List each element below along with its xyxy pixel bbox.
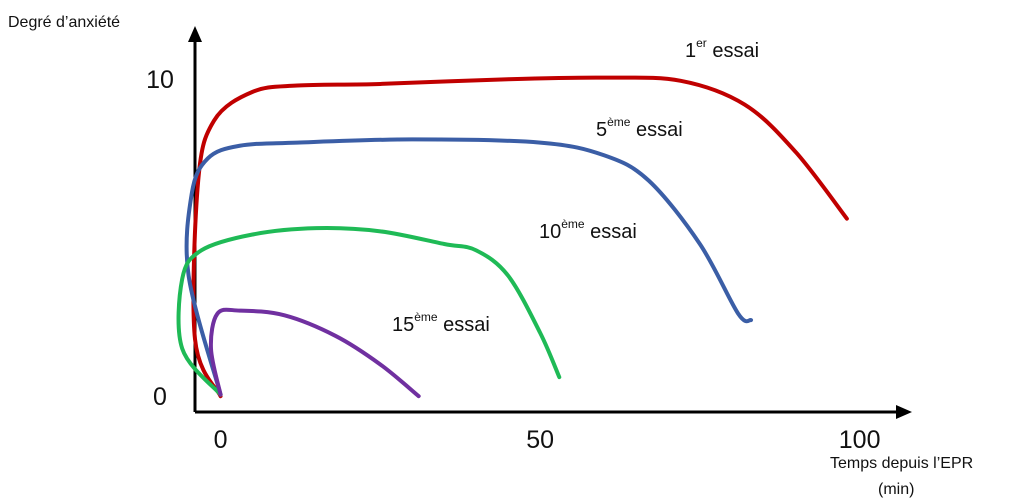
x-axis-title-line2: (min) <box>878 481 914 498</box>
series-label-main: 10 <box>539 221 561 243</box>
series-line-3 <box>176 226 562 397</box>
series-label-rest: essai <box>707 40 759 62</box>
series-line-1 <box>191 75 849 399</box>
series-label-2: 5ème essai <box>596 115 683 141</box>
y-tick-label: 10 <box>146 66 174 94</box>
series-label-superscript: er <box>696 36 707 50</box>
series-label-3: 10ème essai <box>539 217 637 243</box>
x-tick-label: 0 <box>214 426 228 454</box>
series-label-rest: essai <box>438 314 490 336</box>
series-label-1: 1er essai <box>685 36 759 62</box>
series-label-superscript: ème <box>607 115 631 129</box>
series-label-rest: essai <box>585 221 637 243</box>
x-axis-arrow <box>896 405 912 419</box>
series-label-superscript: ème <box>414 310 438 324</box>
y-tick-label: 0 <box>153 383 167 411</box>
series-label-main: 5 <box>596 119 607 141</box>
series-label-main: 1 <box>685 40 696 62</box>
axes: Degré d’anxiété Temps depuis l’EPR (min) <box>8 14 973 498</box>
y-axis-arrow <box>188 26 202 42</box>
series-label-4: 15ème essai <box>392 310 490 336</box>
series-line-2 <box>184 137 754 397</box>
x-tick-label: 50 <box>526 426 554 454</box>
tick-labels: 0 50 100 0 10 <box>146 66 880 454</box>
series-label-main: 15 <box>392 314 414 336</box>
series-lines <box>176 75 849 399</box>
series-line-4 <box>208 307 421 399</box>
y-axis-title: Degré d’anxiété <box>8 14 120 31</box>
series-label-rest: essai <box>630 119 682 141</box>
series-label-superscript: ème <box>561 217 585 231</box>
x-tick-label: 100 <box>839 426 881 454</box>
x-axis-title-line1: Temps depuis l’EPR <box>830 455 973 472</box>
